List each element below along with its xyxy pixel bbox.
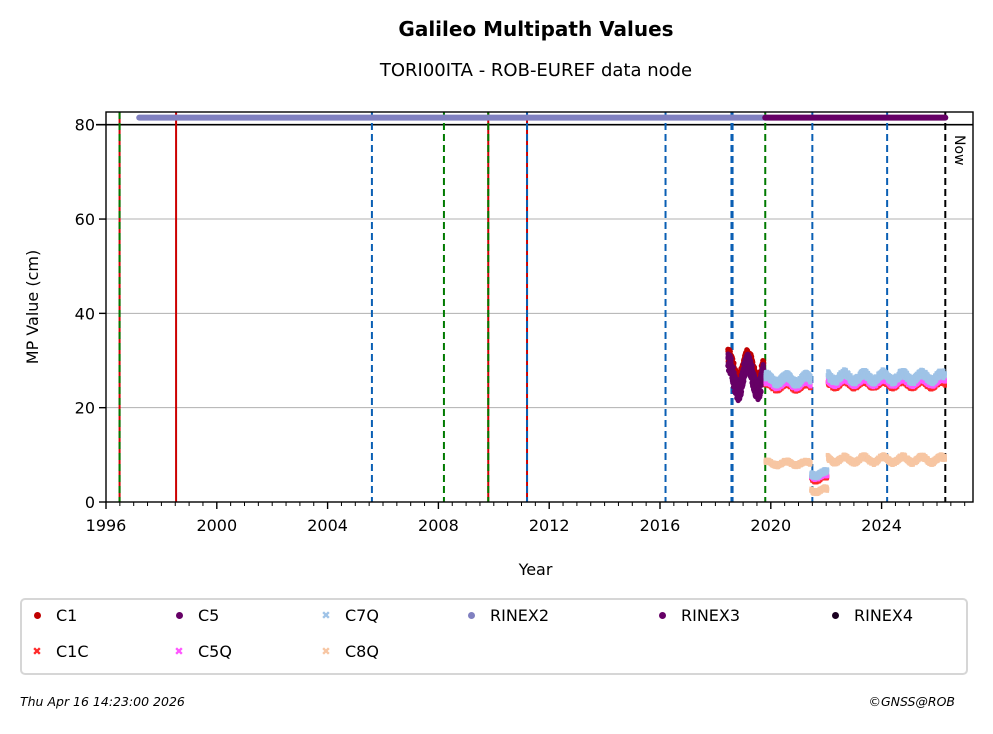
chart-subtitle: TORI00ITA - ROB-EUREF data node [379,60,693,81]
series-c5 [725,351,767,404]
data-point [808,384,813,389]
series-c1c [763,376,947,485]
scatter-series-group [725,346,947,497]
data-point [749,362,755,369]
data-point [903,453,908,458]
data-point [943,383,947,387]
data-point [943,458,947,462]
data-point [916,458,921,463]
data-point [728,355,734,362]
series-c8q [763,452,947,497]
data-point [943,454,947,459]
data-point [738,389,745,395]
chart-title: Galileo Multipath Values [398,17,674,41]
data-point [730,364,736,371]
data-point [758,389,764,395]
data-point [825,474,830,479]
data-point [809,460,813,464]
data-point [825,487,830,491]
